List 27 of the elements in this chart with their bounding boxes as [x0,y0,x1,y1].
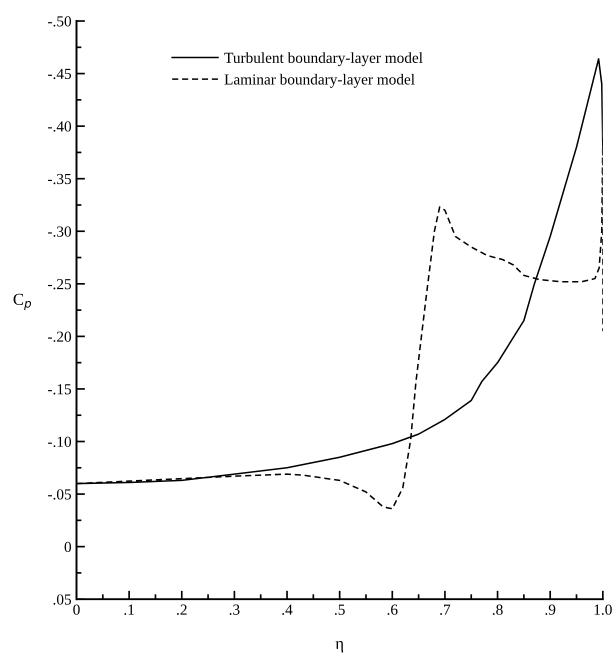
y-tick-label: -.30 [48,226,72,237]
legend-label: Turbulent boundary-layer model [224,52,423,66]
x-tick-label: .3 [230,604,240,615]
y-tick-label: -.50 [48,16,72,27]
x-axis-title: η [336,641,344,652]
y-tick-label: -.10 [48,436,72,448]
x-tick-label: .2 [177,604,187,615]
y-axis-title: C$_{p}$ [14,294,32,310]
x-tick-label: .9 [545,604,556,615]
y-tick-label: -.20 [48,332,72,342]
y-tick-label: -.15 [48,384,72,394]
x-tick-label: .7 [440,604,450,615]
x-tick-label: .5 [334,604,345,615]
y-tick-label: -.35 [48,174,72,184]
x-tick-label: 0 [73,604,80,615]
x-tick-label: 1.0 [594,604,612,615]
x-tick-label: .8 [492,604,503,615]
y-tick-label: 0 [64,542,72,552]
x-tick-label: .4 [282,604,293,615]
y-tick-label: -.45 [48,68,72,80]
y-tick-label: .05 [54,594,72,605]
y-tick-label: -.40 [48,121,72,132]
y-tick-label: -.05 [48,489,72,500]
x-tick-label: .6 [388,604,398,615]
x-tick-label: .1 [124,604,134,615]
y-tick-label: -.25 [48,279,72,290]
legend-label: Laminar boundary-layer model [224,74,415,88]
